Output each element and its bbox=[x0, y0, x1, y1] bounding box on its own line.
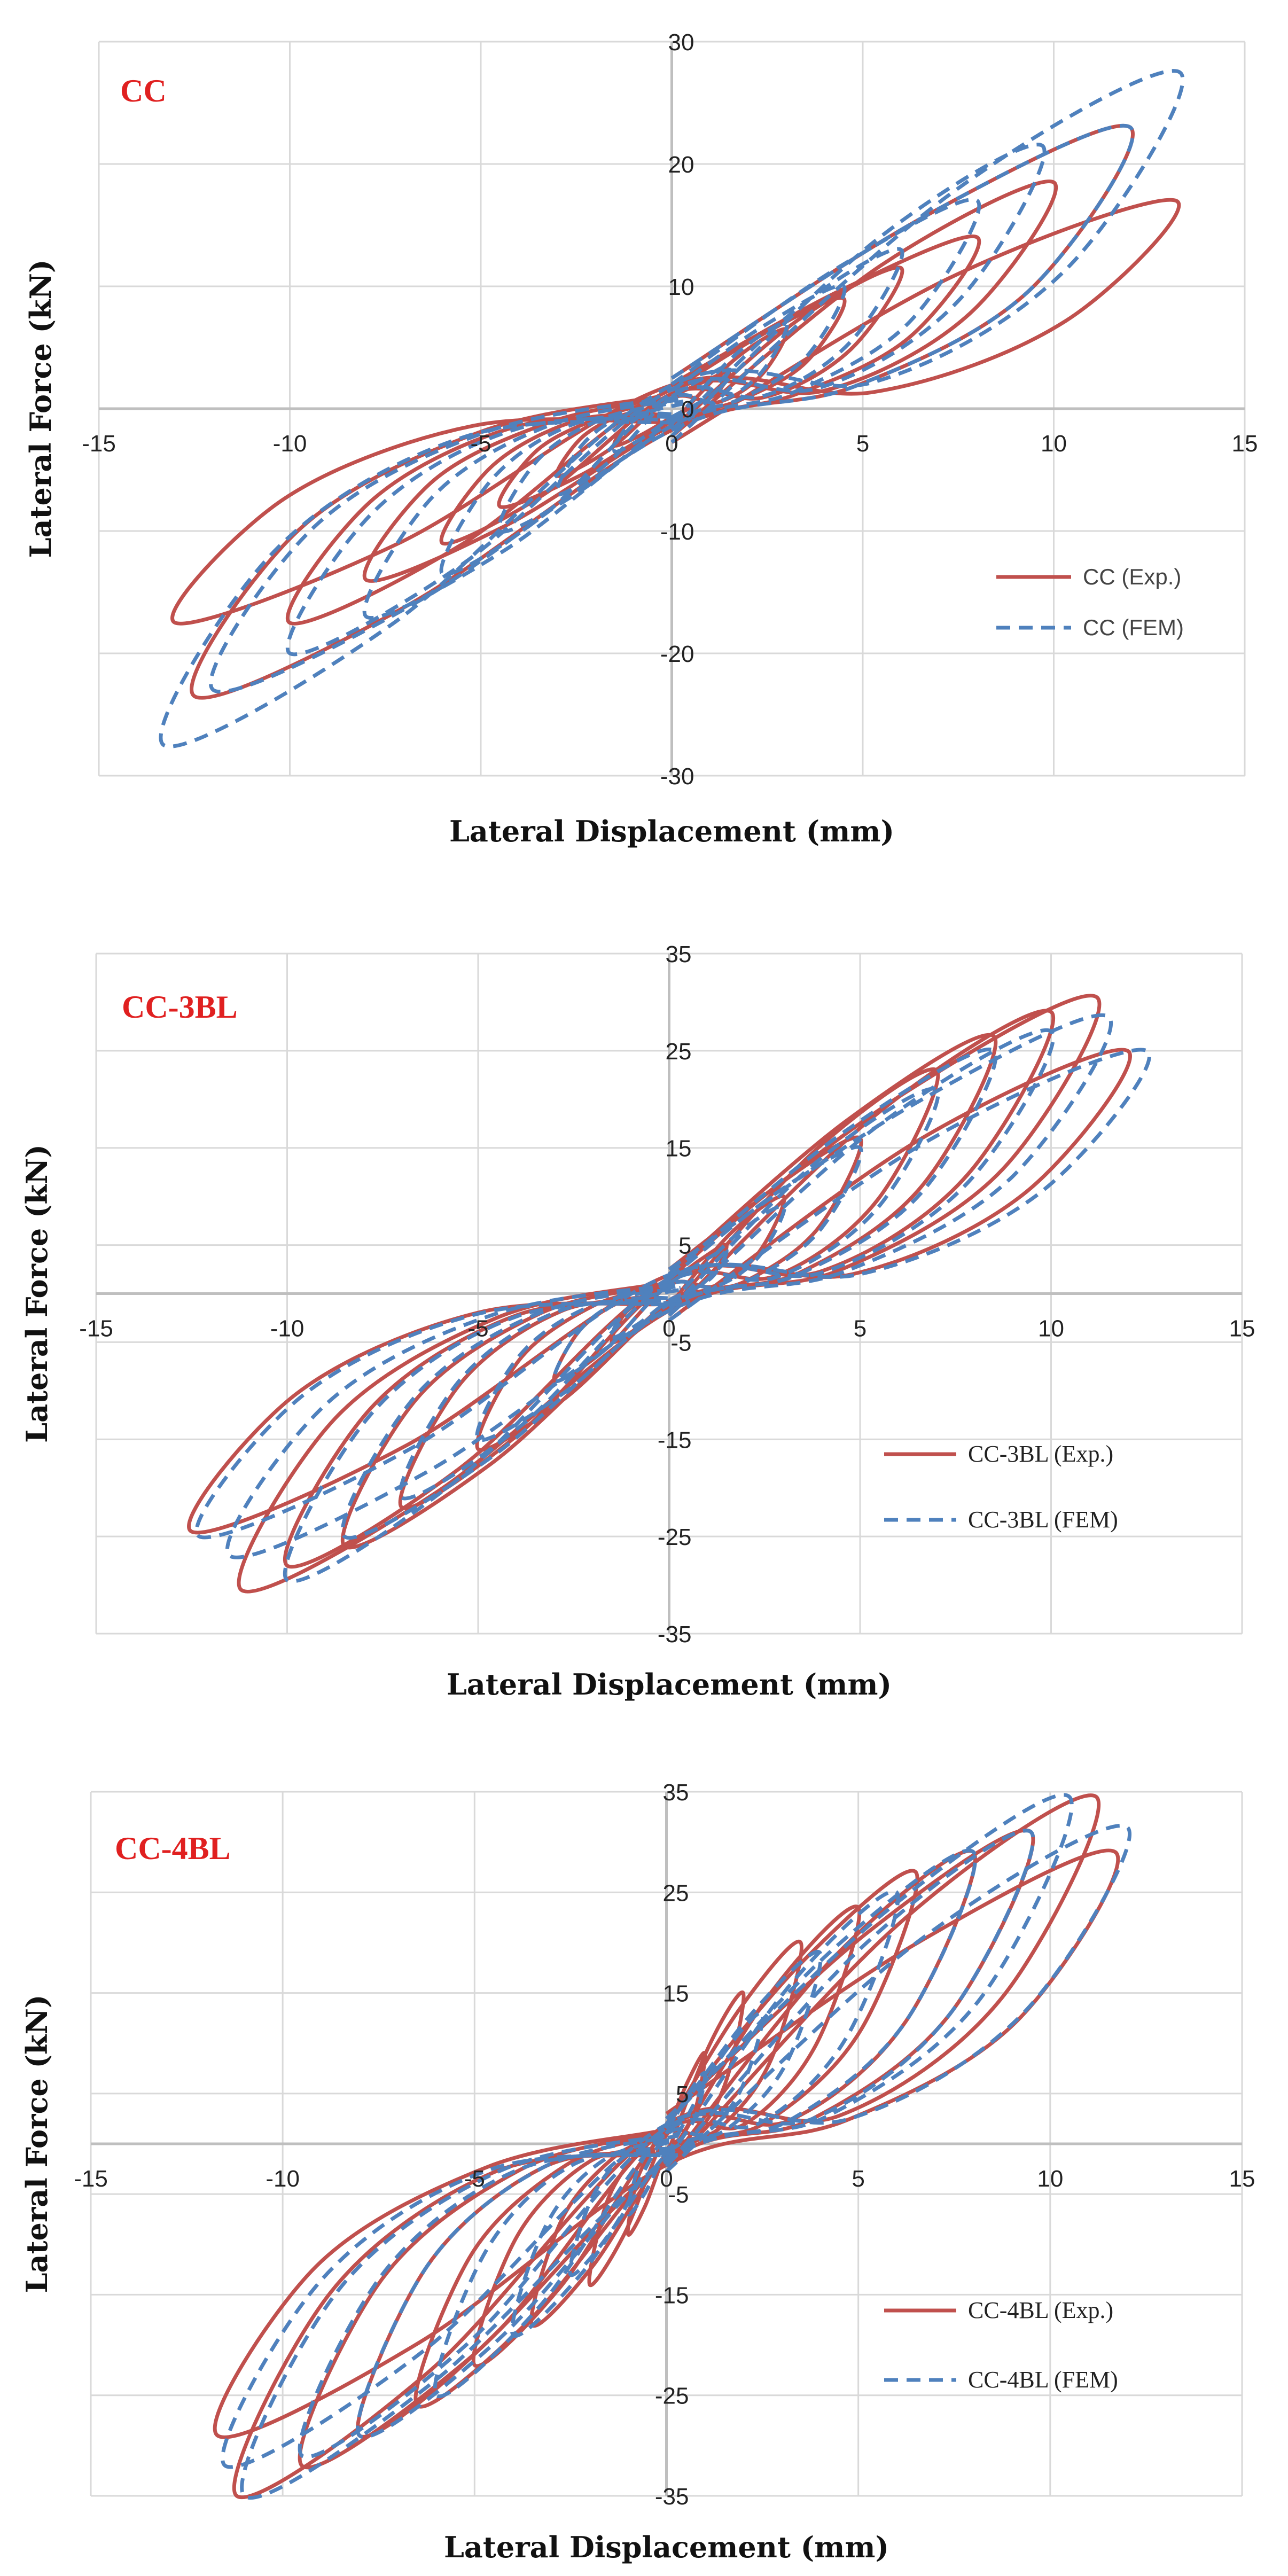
x-tick-label: 15 bbox=[1229, 2166, 1255, 2192]
y-tick-label: -10 bbox=[660, 519, 694, 545]
x-tick-label: 10 bbox=[1041, 431, 1067, 457]
x-tick-label: 5 bbox=[856, 431, 869, 457]
x-tick-label: 15 bbox=[1229, 1316, 1255, 1342]
x-tick-label: -5 bbox=[467, 1316, 488, 1342]
series-fem bbox=[194, 1013, 1151, 1583]
y-tick-label: -25 bbox=[658, 1524, 692, 1550]
y-tick-label: 5 bbox=[678, 1233, 691, 1259]
legend-label: CC-4BL (FEM) bbox=[968, 2367, 1118, 2393]
hysteresis-loop bbox=[568, 2010, 765, 2277]
legend-label: CC (FEM) bbox=[1083, 615, 1184, 640]
hysteresis-loop bbox=[240, 1793, 1074, 2500]
chart-panel-2: -15 -10 -5 0 5 10 15-35-25-15-55152535CC-3BLLa… bbox=[20, 941, 1255, 1701]
y-tick-label: -15 bbox=[655, 2282, 689, 2308]
y-tick-label: 0 bbox=[681, 396, 694, 423]
legend-label: CC-4BL (Exp.) bbox=[968, 2297, 1113, 2323]
hysteresis-loop bbox=[433, 1889, 900, 2399]
hysteresis-loop bbox=[510, 1949, 823, 2338]
x-tick-label: 5 bbox=[854, 1316, 867, 1342]
y-tick-label: 25 bbox=[666, 1039, 692, 1065]
legend: CC-3BL (Exp.) CC-3BL (FEM) bbox=[884, 1441, 1118, 1533]
x-tick-label: -5 bbox=[470, 431, 491, 457]
hysteresis-loop bbox=[283, 1028, 1056, 1583]
hysteresis-loop bbox=[439, 247, 904, 576]
x-tick-label: -15 bbox=[82, 431, 116, 457]
y-tick-label: 10 bbox=[668, 274, 694, 300]
x-tick-label: 0 bbox=[660, 2166, 673, 2192]
y-tick-label: -35 bbox=[655, 2484, 689, 2510]
hysteresis-loop bbox=[398, 1087, 940, 1501]
panel-label: CC bbox=[120, 73, 167, 108]
series-experimental bbox=[170, 123, 1181, 700]
chart-panel-1: -15 -10 -5 0 5 10 15 -30 -20 -10 0 10 20 30 CC Lateral … bbox=[24, 29, 1258, 848]
hysteresis-loop bbox=[340, 1047, 998, 1540]
x-tick-label: -10 bbox=[266, 2166, 300, 2192]
hysteresis-loop bbox=[340, 1033, 998, 1550]
y-tick-label: 35 bbox=[663, 1779, 689, 1806]
x-tick-label: 0 bbox=[665, 431, 678, 457]
y-tick-label: 30 bbox=[668, 29, 694, 56]
hysteresis-loop bbox=[194, 1048, 1151, 1540]
x-tick-label: 10 bbox=[1037, 2166, 1063, 2192]
y-tick-label: 35 bbox=[666, 941, 692, 967]
hysteresis-loop bbox=[221, 1823, 1132, 2469]
x-tick-label: 0 bbox=[662, 1316, 675, 1342]
hysteresis-loop bbox=[285, 143, 1047, 657]
legend: CC-4BL (Exp.) CC-4BL (FEM) bbox=[884, 2297, 1118, 2393]
panel-label: CC-3BL bbox=[122, 989, 238, 1025]
hysteresis-loop bbox=[362, 198, 981, 620]
hysteresis-loop bbox=[159, 69, 1185, 748]
y-tick-label: -20 bbox=[660, 641, 694, 667]
x-tick-label: -10 bbox=[273, 431, 307, 457]
x-tick-label: -5 bbox=[464, 2166, 485, 2192]
x-axis-title: Lateral Displacement (mm) bbox=[447, 1667, 892, 1701]
hysteresis-loop bbox=[170, 198, 1181, 626]
y-tick-label: 20 bbox=[668, 152, 694, 178]
y-tick-label: -15 bbox=[658, 1427, 692, 1453]
x-tick-label: -15 bbox=[79, 1316, 113, 1342]
legend-label: CC-3BL (Exp.) bbox=[968, 1441, 1113, 1467]
legend-label: CC (Exp.) bbox=[1083, 564, 1181, 589]
legend: CC (Exp.) CC (FEM) bbox=[996, 564, 1184, 640]
y-tick-label: -35 bbox=[658, 1621, 692, 1648]
y-tick-label: 15 bbox=[663, 1981, 689, 2007]
x-axis-title: Lateral Displacement (mm) bbox=[444, 2530, 889, 2564]
hysteresis-loop bbox=[225, 1013, 1113, 1559]
y-axis-title: Lateral Force (kN) bbox=[20, 1144, 54, 1443]
y-tick-label: -5 bbox=[668, 2182, 689, 2208]
x-tick-label: 10 bbox=[1038, 1316, 1064, 1342]
y-tick-label: 5 bbox=[676, 2081, 689, 2107]
y-tick-label: -25 bbox=[655, 2383, 689, 2409]
y-axis-title: Lateral Force (kN) bbox=[24, 260, 58, 558]
x-tick-label: -15 bbox=[74, 2166, 108, 2192]
y-tick-label: 15 bbox=[666, 1136, 692, 1162]
x-tick-label: 15 bbox=[1232, 431, 1258, 457]
y-axis-title: Lateral Force (kN) bbox=[20, 1995, 54, 2293]
x-axis-title: Lateral Displacement (mm) bbox=[449, 814, 894, 848]
panel-label: CC-4BL bbox=[115, 1831, 231, 1866]
y-tick-label: 25 bbox=[663, 1880, 689, 1906]
hysteresis-loop bbox=[355, 1848, 978, 2439]
chart-panel-3: -15 -10 -5 0 5 10 15-35-25-15-55152535CC-4BLLa… bbox=[20, 1779, 1255, 2564]
hysteresis-loop bbox=[298, 1829, 1035, 2459]
y-tick-label: -5 bbox=[670, 1330, 691, 1356]
hysteresis-loop bbox=[209, 123, 1135, 694]
x-tick-label: -10 bbox=[270, 1316, 305, 1342]
series-fem bbox=[221, 1793, 1132, 2500]
x-tick-label: 5 bbox=[852, 2166, 864, 2192]
legend-label: CC-3BL (FEM) bbox=[968, 1506, 1118, 1533]
y-tick-label: -30 bbox=[660, 763, 694, 790]
series-fem bbox=[159, 69, 1185, 748]
